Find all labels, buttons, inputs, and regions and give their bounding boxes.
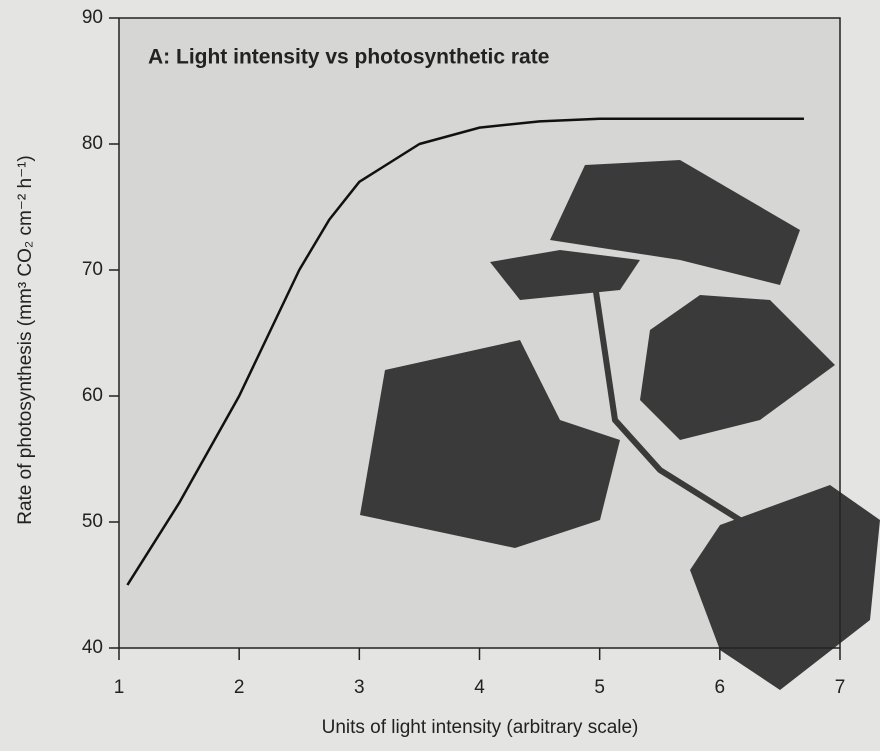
leaf (690, 485, 880, 690)
y-tick-label: 90 (82, 7, 103, 28)
leaf (550, 160, 800, 285)
x-tick-label: 6 (715, 677, 726, 698)
stem (592, 284, 742, 523)
chart-title: A: Light intensity vs photosynthetic rat… (148, 46, 549, 69)
y-axis-label: Rate of photosynthesis (mm³ CO₂ cm⁻² h⁻¹… (15, 155, 36, 525)
x-tick-label: 3 (354, 677, 365, 698)
x-axis-label: Units of light intensity (arbitrary scal… (322, 717, 639, 738)
y-tick-label: 50 (82, 511, 103, 532)
leaf (640, 295, 835, 440)
y-tick-label: 40 (82, 637, 103, 658)
x-tick-label: 7 (835, 677, 846, 698)
leaf (490, 250, 640, 300)
plot-frame (119, 17, 841, 648)
y-tick-label: 60 (82, 385, 103, 406)
y-tick-label: 70 (82, 259, 103, 280)
x-tick-label: 5 (594, 677, 605, 698)
x-tick-label: 4 (474, 677, 485, 698)
leaf (360, 340, 620, 548)
x-tick-label: 1 (114, 677, 125, 698)
y-tick-label: 80 (82, 133, 103, 154)
leaf-illustration (360, 160, 880, 690)
line-series (126, 117, 804, 586)
x-tick-label: 2 (234, 677, 245, 698)
